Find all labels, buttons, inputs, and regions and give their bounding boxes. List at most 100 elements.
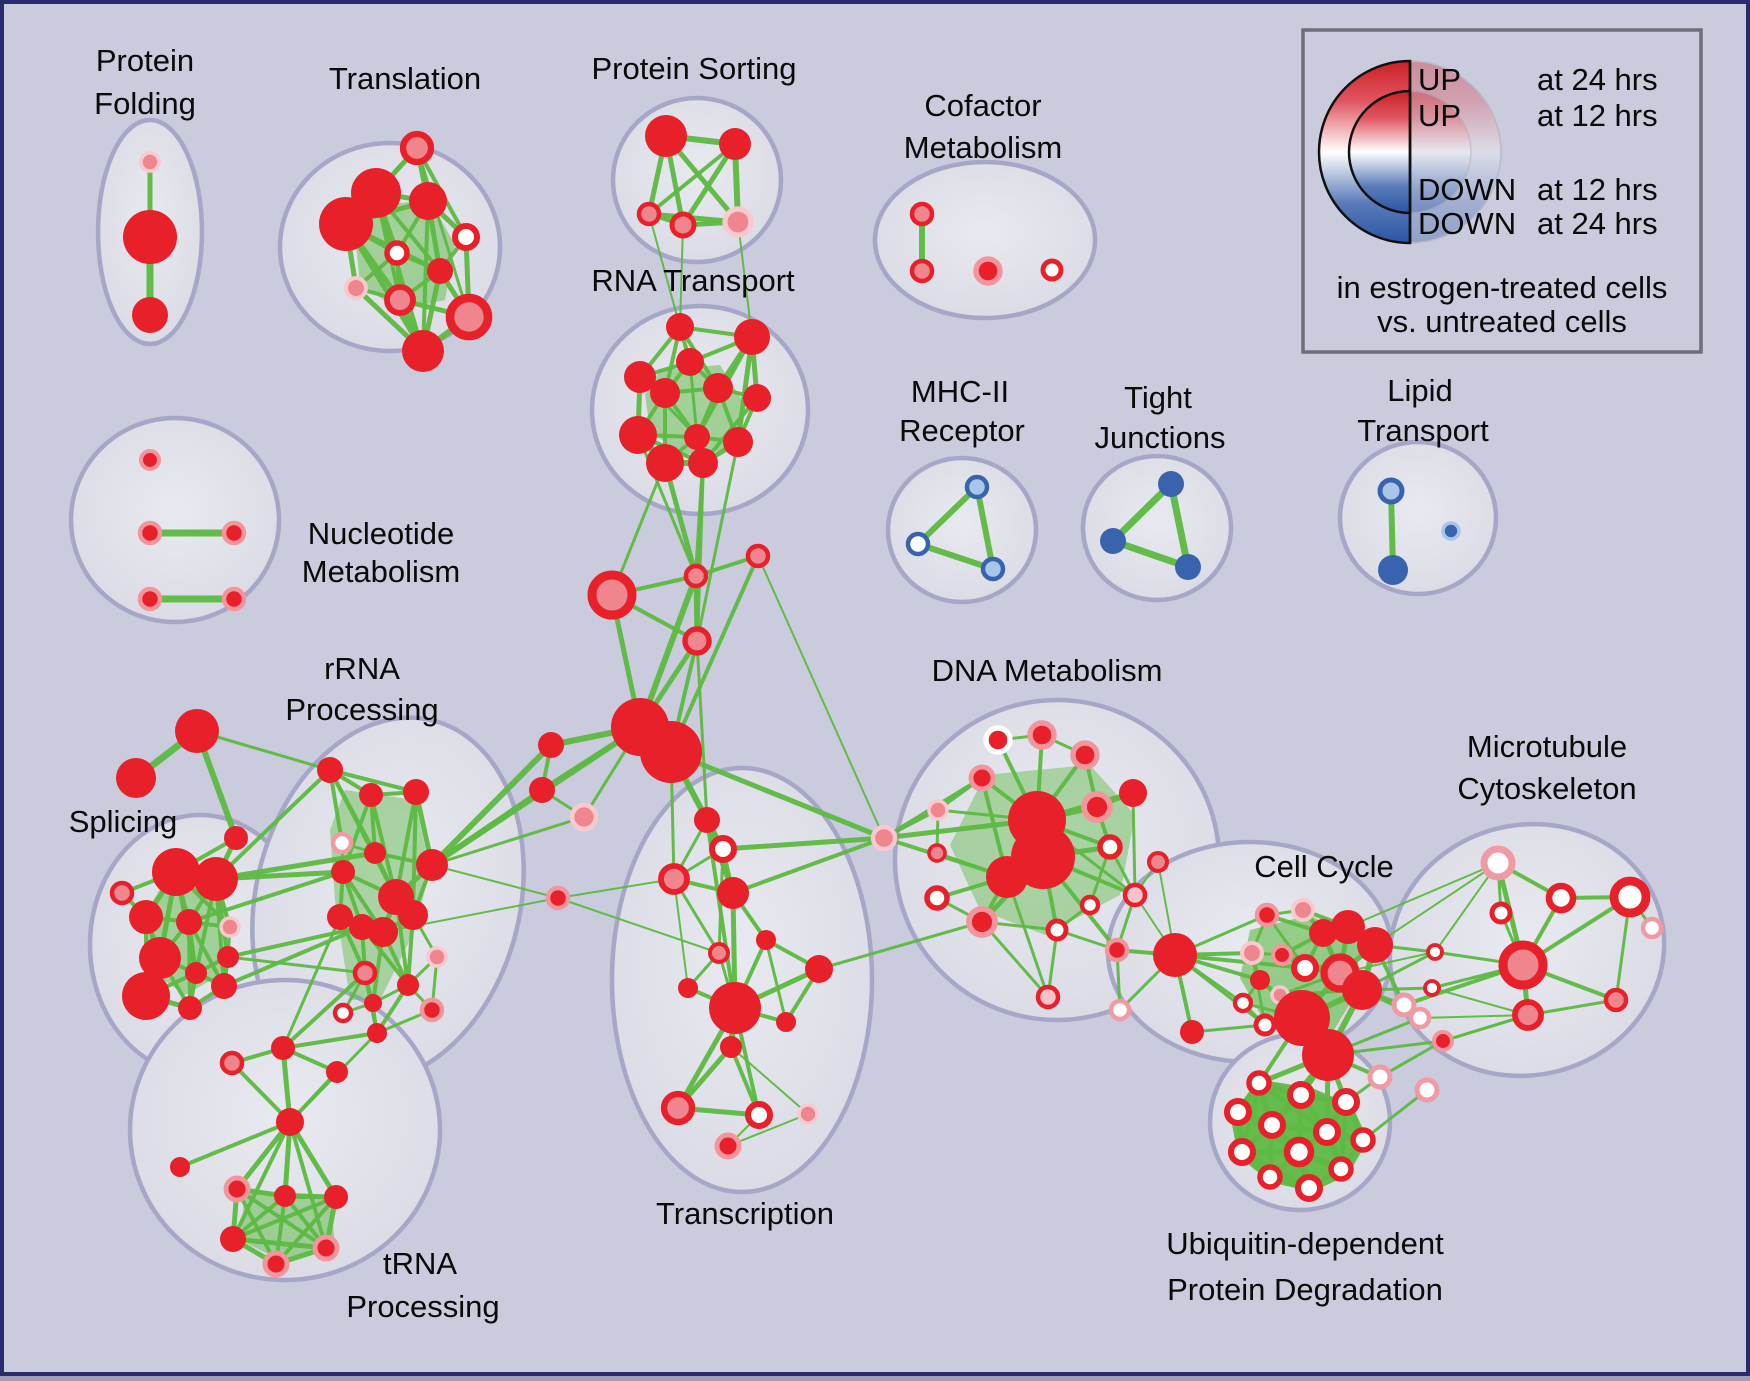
network-node bbox=[327, 904, 353, 930]
network-node bbox=[409, 182, 447, 220]
network-edge bbox=[720, 835, 887, 852]
network-node bbox=[1257, 1164, 1283, 1190]
network-edge bbox=[226, 925, 364, 959]
cluster-label-dna-metabolism: DNA Metabolism bbox=[932, 653, 1163, 688]
network-edge bbox=[226, 955, 367, 975]
network-node bbox=[1257, 1110, 1287, 1140]
network-node bbox=[1408, 1006, 1432, 1030]
network-node bbox=[1283, 1136, 1315, 1168]
network-node bbox=[1045, 918, 1069, 942]
network-node bbox=[660, 1090, 696, 1126]
network-node bbox=[331, 860, 355, 884]
network-node bbox=[927, 799, 949, 821]
network-edge bbox=[727, 1113, 809, 1147]
network-node bbox=[319, 197, 373, 251]
cluster-label-rrna-processing: Processing bbox=[285, 692, 438, 727]
network-edge bbox=[231, 1120, 292, 1241]
network-node bbox=[1512, 999, 1544, 1031]
network-node bbox=[756, 930, 776, 950]
network-node bbox=[1441, 521, 1461, 541]
cluster-label-ubiquitin-degradation: Ubiquitin-dependent bbox=[1166, 1226, 1444, 1261]
network-node bbox=[359, 783, 383, 807]
network-edge bbox=[281, 915, 342, 1050]
network-node bbox=[185, 962, 207, 984]
cluster-label-nucleotide-metabolism: Metabolism bbox=[302, 554, 461, 589]
network-node bbox=[905, 531, 931, 557]
network-node bbox=[132, 297, 168, 333]
network-node bbox=[983, 725, 1013, 755]
network-node bbox=[1609, 876, 1651, 918]
network-node bbox=[909, 201, 935, 227]
network-node bbox=[805, 955, 833, 983]
network-node bbox=[1040, 258, 1064, 282]
cluster-label-microtubule-cytoskeleton: Microtubule bbox=[1467, 729, 1627, 764]
network-node bbox=[722, 206, 754, 238]
network-node bbox=[650, 378, 680, 408]
network-node bbox=[137, 520, 163, 546]
network-node bbox=[426, 946, 448, 968]
legend-updown-glyph-inner-right bbox=[1409, 90, 1472, 214]
network-node bbox=[1391, 992, 1417, 1018]
cluster-label-lipid-transport: Transport bbox=[1357, 413, 1489, 448]
cluster-label-nucleotide-metabolism: Nucleotide bbox=[308, 516, 454, 551]
network-node bbox=[619, 416, 657, 454]
network-node bbox=[129, 900, 163, 934]
cluster-ellipse-lipid-transport bbox=[1337, 439, 1499, 597]
network-edge bbox=[1109, 537, 1192, 571]
network-node bbox=[176, 909, 202, 935]
network-edge bbox=[429, 742, 554, 868]
legend: UP at 24 hrs UP at 12 hrs DOWN at 12 hrs DOWN a… bbox=[1301, 28, 1703, 354]
network-node bbox=[587, 570, 637, 620]
network-node bbox=[717, 877, 749, 909]
network-node bbox=[211, 973, 237, 999]
network-node bbox=[666, 313, 694, 341]
network-edge bbox=[187, 870, 345, 924]
network-node bbox=[312, 1234, 340, 1262]
network-edge bbox=[695, 440, 740, 643]
network-edge bbox=[421, 199, 430, 353]
network-node bbox=[1027, 720, 1057, 750]
cluster-label-cofactor-metabolism: Metabolism bbox=[904, 130, 1063, 165]
network-node bbox=[402, 330, 444, 372]
legend-updown-glyph-inner-left bbox=[1347, 89, 1412, 215]
network-edge bbox=[673, 878, 689, 989]
cluster-label-rrna-processing: rRNA bbox=[324, 651, 400, 686]
network-node bbox=[384, 284, 416, 316]
network-node bbox=[139, 151, 161, 173]
network-node bbox=[1489, 901, 1513, 925]
network-node bbox=[569, 802, 599, 832]
network-node bbox=[368, 917, 398, 947]
network-node bbox=[1250, 970, 1270, 990]
network-edge bbox=[274, 1195, 338, 1266]
cluster-label-splicing: Splicing bbox=[69, 804, 178, 839]
cluster-label-tight-junctions: Junctions bbox=[1095, 420, 1226, 455]
legend-caption: vs. untreated cells bbox=[1377, 304, 1627, 339]
network-edge bbox=[1374, 862, 1499, 946]
network-edge bbox=[557, 897, 720, 954]
network-node bbox=[219, 1050, 245, 1076]
network-edge bbox=[222, 925, 364, 988]
network-node bbox=[262, 1250, 290, 1278]
network-node bbox=[734, 319, 770, 355]
network-node bbox=[330, 831, 354, 855]
network-edge bbox=[415, 146, 471, 319]
cluster-ellipse-protein-sorting bbox=[610, 95, 784, 265]
cluster-label-trna-processing: Processing bbox=[346, 1289, 499, 1324]
network-edge bbox=[1109, 480, 1175, 545]
network-node bbox=[178, 996, 202, 1020]
network-node bbox=[924, 885, 950, 911]
cluster-label-translation: Translation bbox=[329, 61, 481, 96]
network-node bbox=[194, 857, 238, 901]
network-node bbox=[669, 211, 697, 239]
network-edge bbox=[1167, 480, 1192, 571]
network-node bbox=[122, 972, 170, 1020]
network-node bbox=[427, 258, 453, 284]
network-node bbox=[682, 626, 712, 656]
cluster-label-rna-transport: RNA Transport bbox=[591, 263, 795, 298]
network-edge bbox=[374, 191, 425, 353]
cluster-label-cell-cycle: Cell Cycle bbox=[1254, 849, 1394, 884]
cluster-label-mhc-ii-receptor: Receptor bbox=[899, 413, 1025, 448]
network-node bbox=[221, 520, 247, 546]
network-node bbox=[217, 946, 239, 968]
